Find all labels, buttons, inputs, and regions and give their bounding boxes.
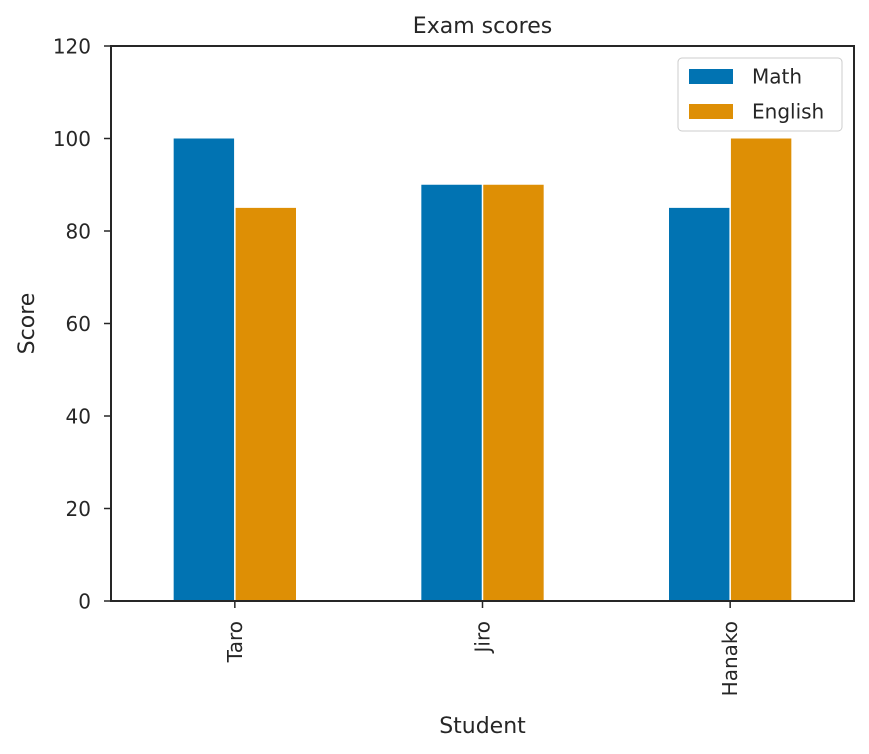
bars-layer [173,138,792,601]
legend-swatch-math [689,69,733,84]
bar-math-taro [173,138,235,601]
y-tick-label: 20 [66,497,91,521]
x-axis-label: Student [439,714,526,739]
legend-label-math: Math [752,65,802,89]
bar-english-taro [235,207,296,601]
y-axis-ticks: 0 20 40 60 80 100 120 [53,35,111,614]
x-tick-label: Hanako [718,621,742,696]
legend-label-english: English [752,100,824,124]
y-tick-label: 100 [53,127,91,151]
x-axis-ticks: Taro Jiro Hanako [223,601,742,696]
bar-english-hanako [730,138,792,601]
y-axis-label: Score [15,293,40,355]
chart-title: Exam scores [413,14,552,39]
y-tick-label: 80 [66,220,91,244]
bar-math-jiro [421,184,482,601]
y-tick-label: 40 [66,405,91,429]
x-tick-label: Taro [223,621,247,663]
y-tick-label: 120 [53,35,91,59]
y-tick-label: 0 [78,590,91,614]
bar-math-hanako [669,207,730,601]
x-tick-label: Jiro [471,621,495,654]
legend-swatch-english [689,104,733,119]
bar-english-jiro [483,184,544,601]
y-tick-label: 60 [66,312,91,336]
legend: Math English [677,57,843,132]
